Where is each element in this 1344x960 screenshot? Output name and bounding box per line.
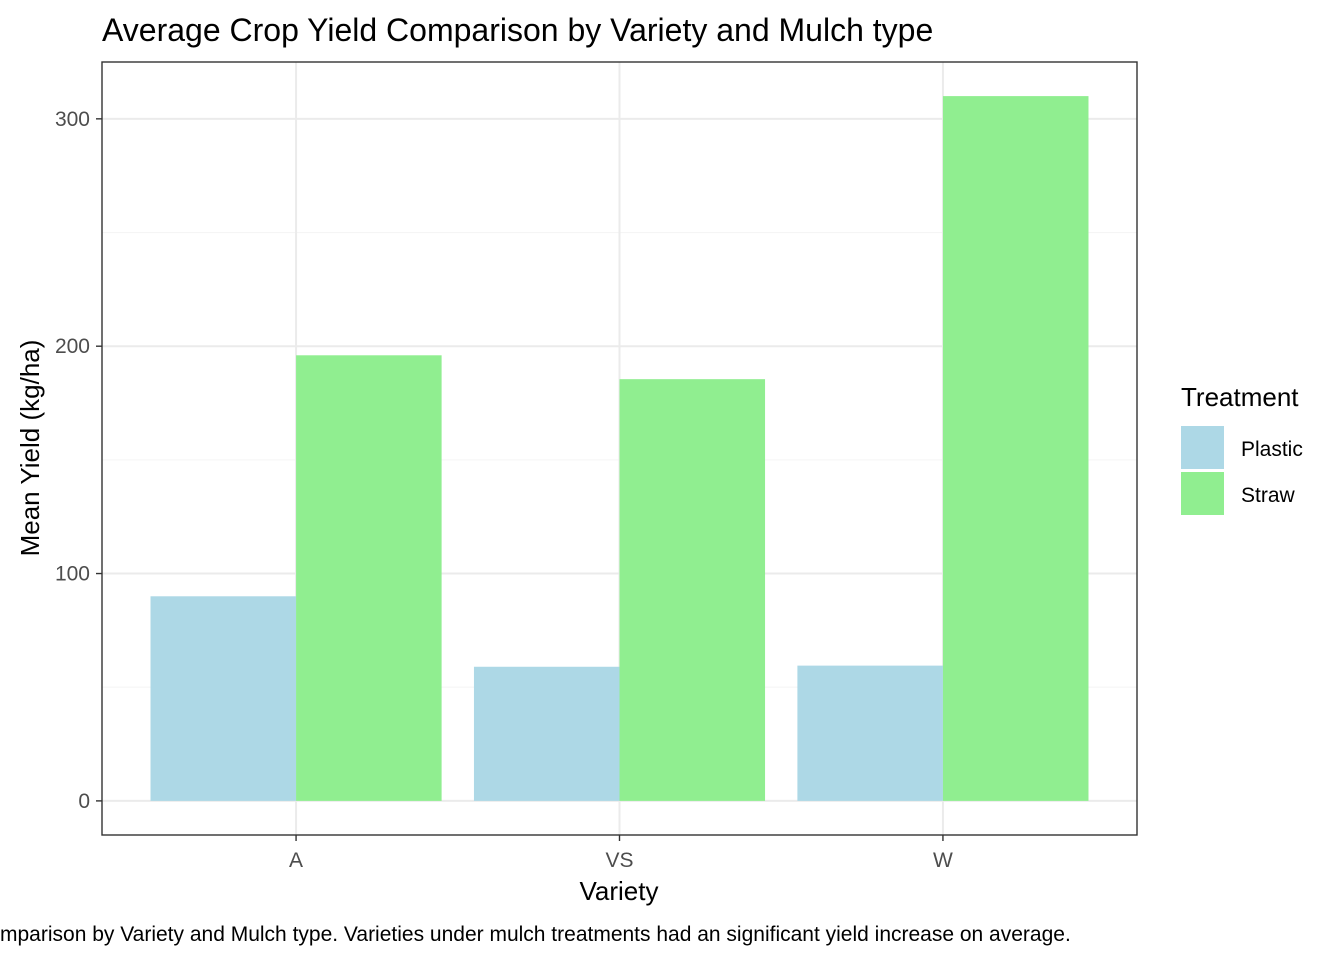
y-tick-label: 100 xyxy=(55,563,90,586)
plot-panel xyxy=(101,61,1138,836)
legend-items: Plastic Straw xyxy=(1181,426,1303,515)
legend-label-straw: Straw xyxy=(1241,484,1296,507)
bar-plastic-w xyxy=(797,665,943,801)
bar-straw-vs xyxy=(619,379,766,801)
x-tick-label: VS xyxy=(605,849,633,872)
y-tick-label: 0 xyxy=(78,790,90,813)
legend-label-plastic: Plastic xyxy=(1241,438,1303,461)
y-axis-title: Mean Yield (kg/ha) xyxy=(15,340,45,557)
y-tick-label: 200 xyxy=(55,335,90,358)
legend-key-straw xyxy=(1181,472,1224,515)
x-tick-label: W xyxy=(933,849,953,872)
x-axis: A VS W xyxy=(289,835,953,872)
legend-key-plastic xyxy=(1181,426,1224,469)
legend-title: Treatment xyxy=(1181,382,1299,412)
y-axis: 0 100 200 300 xyxy=(55,108,102,813)
bar-straw-w xyxy=(942,96,1089,801)
bar-plastic-vs xyxy=(473,666,620,801)
chart-title: Average Crop Yield Comparison by Variety… xyxy=(102,12,933,48)
bar-straw-a xyxy=(296,355,442,801)
legend: Treatment Plastic Straw xyxy=(1181,382,1303,515)
bar-plastic-a xyxy=(150,596,297,801)
figure-caption: mparison by Variety and Mulch type. Vari… xyxy=(0,923,1071,946)
x-tick-label: A xyxy=(289,849,303,872)
bars xyxy=(150,96,1089,801)
y-tick-label: 300 xyxy=(55,108,90,131)
x-axis-title: Variety xyxy=(580,876,659,906)
